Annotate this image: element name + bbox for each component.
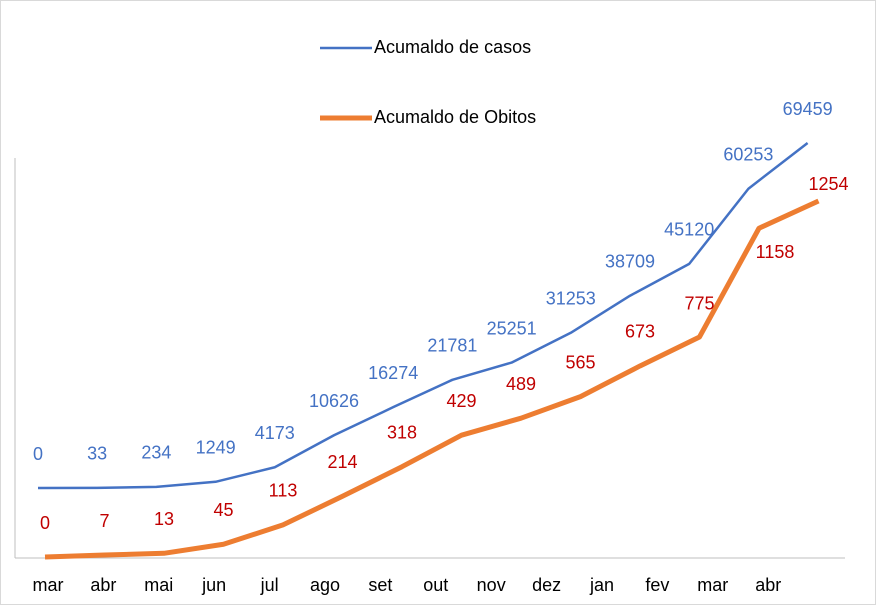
- data-label: 69459: [783, 99, 833, 119]
- x-tick-label: out: [423, 575, 448, 595]
- data-label: 10626: [309, 391, 359, 411]
- data-label: 0: [33, 444, 43, 464]
- data-label: 489: [506, 374, 536, 394]
- data-label: 1254: [808, 174, 848, 194]
- x-tick-label: mar: [697, 575, 728, 595]
- data-label: 16274: [368, 363, 418, 383]
- series-line: [37, 142, 809, 490]
- x-tick-label: jan: [589, 575, 614, 595]
- x-tick-label: mar: [33, 575, 64, 595]
- data-label: 775: [684, 294, 714, 314]
- x-tick-label: mai: [144, 575, 173, 595]
- x-tick-label: jun: [201, 575, 226, 595]
- legend-label: Acumaldo de casos: [374, 37, 531, 57]
- data-label: 214: [327, 452, 357, 472]
- data-label: 60253: [723, 144, 773, 164]
- data-label: 673: [625, 322, 655, 342]
- data-label: 38709: [605, 251, 655, 271]
- data-label: 234: [141, 443, 171, 463]
- x-tick-label: jul: [260, 575, 279, 595]
- series-line: [44, 198, 820, 560]
- data-label: 0: [40, 513, 50, 533]
- x-tick-label: abr: [90, 575, 116, 595]
- x-tick-label: fev: [645, 575, 669, 595]
- data-label: 45120: [664, 220, 714, 240]
- data-label: 1158: [756, 242, 795, 262]
- data-label: 7: [99, 511, 109, 531]
- x-tick-label: dez: [532, 575, 561, 595]
- data-label: 318: [387, 422, 417, 442]
- legend-label: Acumaldo de Obitos: [374, 107, 536, 127]
- data-label: 31253: [546, 289, 596, 309]
- data-label: 25251: [487, 318, 537, 338]
- x-tick-label: set: [368, 575, 392, 595]
- data-label: 565: [565, 352, 595, 372]
- data-label: 45: [213, 500, 233, 520]
- data-label: 21781: [427, 336, 477, 356]
- data-label: 13: [154, 509, 174, 529]
- data-label: 429: [446, 391, 476, 411]
- data-label: 113: [269, 481, 298, 501]
- data-label: 4173: [255, 423, 295, 443]
- x-tick-label: nov: [477, 575, 506, 595]
- x-tick-label: ago: [310, 575, 340, 595]
- data-label: 33: [87, 444, 107, 464]
- data-label: 1249: [196, 438, 236, 458]
- x-tick-label: abr: [755, 575, 781, 595]
